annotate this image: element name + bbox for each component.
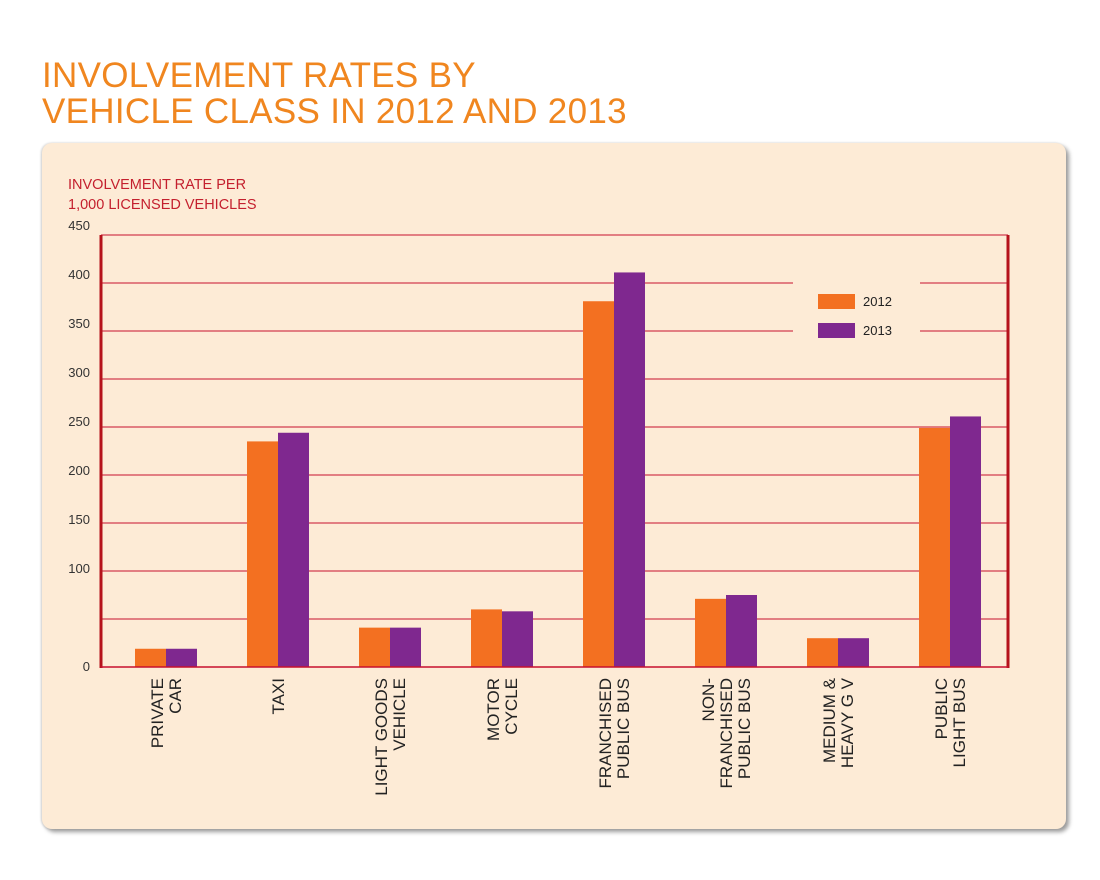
y-tick-label: 100 — [68, 561, 90, 576]
x-category-label: MEDIUM &HEAVY G V — [820, 677, 857, 768]
y-tick-label: 150 — [68, 512, 90, 527]
x-category-label: PUBLICLIGHT BUS — [932, 678, 969, 767]
bar-2012 — [471, 609, 502, 667]
x-category-label-line: LIGHT BUS — [950, 678, 969, 767]
bar-2012 — [695, 598, 726, 667]
y-tick-label: 400 — [68, 267, 90, 282]
y-axis-label-line-2: 1,000 LICENSED VEHICLES — [68, 197, 257, 213]
x-category-label-line: MEDIUM & — [820, 677, 839, 763]
legend-label-2012: 2012 — [863, 294, 892, 309]
x-category-label-line: PUBLIC — [932, 678, 951, 739]
x-category-label-line: TAXI — [269, 678, 288, 715]
x-category-label-line: VEHICLE — [390, 678, 409, 751]
chart-title-line-2: VEHICLE CLASS IN 2012 AND 2013 — [42, 92, 627, 131]
x-category-label-line: CAR — [166, 678, 185, 714]
bar-2013 — [278, 432, 309, 667]
bar-2012 — [583, 301, 614, 667]
y-tick-label: 250 — [68, 414, 90, 429]
y-axis-label: INVOLVEMENT RATE PER 1,000 LICENSED VEHI… — [68, 175, 257, 215]
x-category-label-line: PUBLIC BUS — [735, 678, 754, 779]
bar-2013 — [838, 638, 869, 667]
chart-card — [42, 143, 1066, 829]
legend-swatch-2012 — [818, 294, 855, 309]
x-category-label-line: HEAVY G V — [838, 677, 857, 768]
x-category-label-line: NON- — [699, 678, 718, 721]
bar-2013 — [614, 272, 645, 667]
bar-2013 — [390, 627, 421, 667]
x-category-label-line: PRIVATE — [148, 678, 167, 748]
bar-2012 — [247, 441, 278, 667]
bar-2012 — [807, 638, 838, 667]
bar-2013 — [950, 416, 981, 667]
chart-title-line-1: INVOLVEMENT RATES BY — [42, 56, 476, 95]
y-tick-label: 450 — [68, 218, 90, 233]
x-category-label-line: MOTOR — [484, 678, 503, 741]
x-category-label: FRANCHISEDPUBLIC BUS — [596, 678, 633, 789]
x-category-label: PRIVATECAR — [148, 678, 185, 748]
x-category-label: MOTORCYCLE — [484, 678, 521, 741]
x-category-label: NON-FRANCHISEDPUBLIC BUS — [699, 678, 754, 789]
y-tick-label: 200 — [68, 463, 90, 478]
x-category-label-line: FRANCHISED — [717, 678, 736, 789]
x-category-label-line: LIGHT GOODS — [372, 678, 391, 796]
bar-2013 — [166, 648, 197, 667]
bar-2012 — [135, 648, 166, 667]
bar-2013 — [502, 611, 533, 667]
y-tick-label: 350 — [68, 316, 90, 331]
x-category-label: LIGHT GOODSVEHICLE — [372, 678, 409, 796]
chart-title: INVOLVEMENT RATES BY VEHICLE CLASS IN 20… — [42, 58, 627, 130]
x-category-label-line: CYCLE — [502, 678, 521, 735]
bar-2012 — [919, 427, 950, 667]
legend-label-2013: 2013 — [863, 323, 892, 338]
bar-2013 — [726, 595, 757, 667]
y-tick-label: 0 — [83, 659, 90, 674]
y-tick-label: 300 — [68, 365, 90, 380]
y-axis-label-line-1: INVOLVEMENT RATE PER — [68, 177, 247, 193]
bar-2012 — [359, 627, 390, 667]
x-category-label: TAXI — [269, 678, 288, 715]
legend-swatch-2013 — [818, 323, 855, 338]
x-category-label-line: PUBLIC BUS — [614, 678, 633, 779]
x-category-label-line: FRANCHISED — [596, 678, 615, 789]
